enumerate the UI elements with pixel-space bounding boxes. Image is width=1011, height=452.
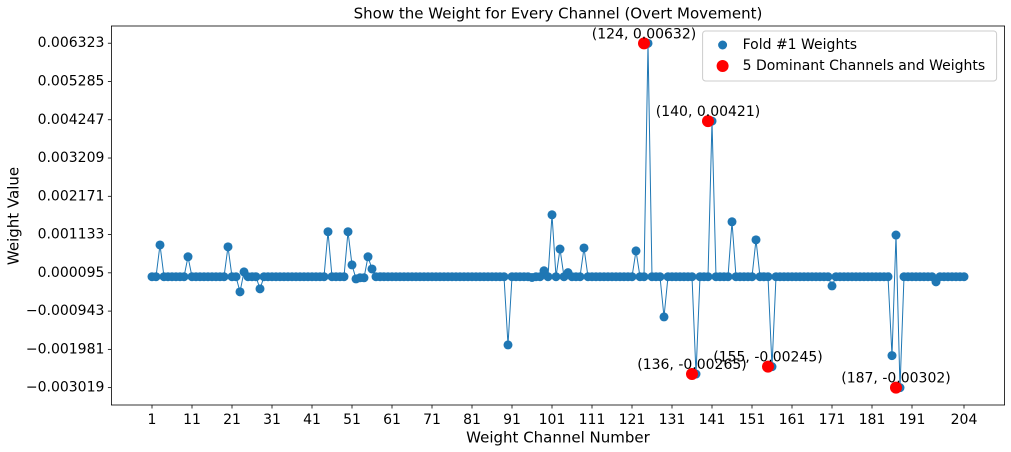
data-point [367, 264, 377, 274]
dominant-point [686, 368, 698, 381]
x-tick-label: 204 [951, 412, 978, 428]
x-tick-label: 151 [739, 412, 766, 428]
x-tick-label: 61 [383, 412, 401, 428]
x-tick-label: 141 [699, 412, 726, 428]
data-point [763, 272, 773, 282]
data-point [627, 272, 637, 282]
legend-label: Fold #1 Weights [743, 37, 858, 53]
data-point [347, 260, 357, 270]
legend-box [702, 30, 998, 82]
data-point [235, 287, 245, 297]
x-tick-label: 41 [303, 412, 321, 428]
x-axis-label: Weight Channel Number [466, 429, 650, 447]
y-tick-label: −0.001981 [26, 341, 105, 357]
data-point [547, 210, 557, 220]
data-point [551, 272, 561, 282]
data-point [887, 351, 897, 361]
data-point [499, 272, 509, 282]
data-point [747, 272, 757, 282]
y-tick-label: 0.004247 [38, 112, 105, 128]
data-point [151, 272, 161, 282]
data-point [579, 243, 589, 253]
data-point [631, 246, 641, 256]
data-point [827, 281, 837, 291]
y-tick-label: 0.002171 [38, 188, 105, 204]
data-point [659, 312, 669, 322]
data-point [155, 240, 165, 250]
y-tick-label: 0.001133 [38, 227, 105, 243]
data-point [959, 272, 969, 282]
legend: Fold #1 Weights 5 Dominant Channels and W… [702, 30, 998, 82]
data-point [823, 272, 833, 282]
dominant-point [638, 37, 650, 50]
data-point [687, 272, 697, 282]
x-tick-label: 191 [899, 412, 926, 428]
data-point [183, 252, 193, 262]
legend-marker [716, 60, 729, 72]
annotation: (140, 0.00421) [656, 104, 760, 120]
y-tick-label: 0.006323 [38, 35, 105, 51]
dominant-point [762, 360, 774, 373]
annotation: (136, -0.00265) [637, 357, 747, 373]
annotation: (155, -0.00245) [713, 350, 823, 366]
data-point [319, 272, 329, 282]
data-point [363, 252, 373, 262]
x-tick-label: 131 [659, 412, 686, 428]
data-point [255, 284, 265, 294]
data-point [503, 340, 513, 350]
legend-label: 5 Dominant Channels and Weights [743, 58, 986, 74]
x-tick-label: 91 [503, 412, 521, 428]
x-tick-label: 121 [619, 412, 646, 428]
data-point [655, 272, 665, 282]
x-tick-label: 1 [148, 412, 157, 428]
data-point [555, 244, 565, 254]
x-tick-label: 11 [183, 412, 201, 428]
data-point [359, 273, 369, 283]
x-tick-label: 31 [263, 412, 281, 428]
x-tick-label: 161 [779, 412, 806, 428]
data-point [251, 272, 261, 282]
dominant-point [702, 115, 714, 128]
data-point [339, 272, 349, 282]
data-point [891, 230, 901, 240]
data-point [179, 272, 189, 282]
y-axis-label: Weight Value [5, 167, 23, 265]
y-tick-label: −0.000943 [26, 303, 105, 319]
data-point [231, 272, 241, 282]
x-tick-label: 171 [819, 412, 846, 428]
series-line [152, 43, 964, 388]
x-tick-label: 181 [859, 412, 886, 428]
data-point [575, 272, 585, 282]
chart-title: Show the Weight for Every Channel (Overt… [354, 5, 763, 23]
data-point [751, 235, 761, 245]
annotation: (187, -0.00302) [841, 371, 951, 387]
data-point [727, 217, 737, 227]
data-point [343, 227, 353, 237]
data-point [883, 272, 893, 282]
y-tick-label: 0.000095 [38, 265, 105, 281]
data-point [323, 227, 333, 237]
y-tick-label: 0.003209 [38, 150, 105, 166]
data-point [639, 272, 649, 282]
x-tick-label: 81 [463, 412, 481, 428]
x-tick-label: 111 [579, 412, 606, 428]
dominant-point [890, 381, 902, 394]
data-point [723, 272, 733, 282]
x-tick-label: 21 [223, 412, 241, 428]
legend-marker [718, 40, 728, 50]
data-point [219, 272, 229, 282]
y-tick-label: −0.003019 [26, 380, 105, 396]
y-tick-label: 0.005285 [38, 73, 105, 89]
x-tick-label: 71 [423, 412, 441, 428]
data-point [223, 242, 233, 252]
data-point [543, 272, 553, 282]
data-point [703, 272, 713, 282]
annotation: (124, 0.00632) [592, 26, 696, 42]
x-tick-label: 101 [539, 412, 566, 428]
x-tick-label: 51 [343, 412, 361, 428]
plot-frame [111, 25, 1006, 406]
